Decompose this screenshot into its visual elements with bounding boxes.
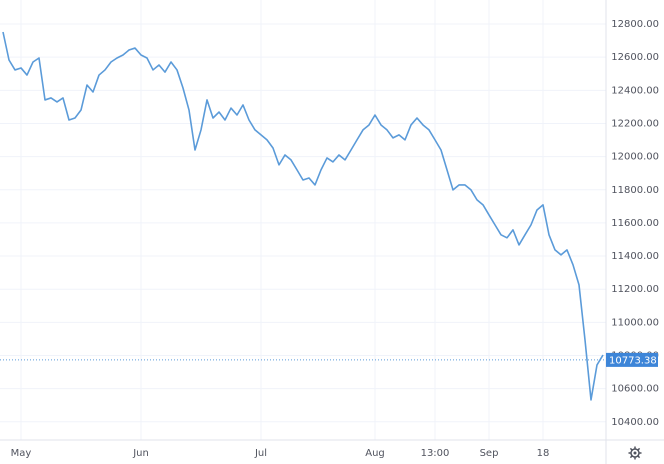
y-tick-label: 11600.00 <box>611 218 659 229</box>
y-tick-label: 12000.00 <box>611 152 659 163</box>
y-tick-label: 11800.00 <box>611 185 659 196</box>
y-tick-label: 11400.00 <box>611 251 659 262</box>
x-tick-label: Sep <box>480 448 499 459</box>
y-tick-label: 12600.00 <box>611 52 659 63</box>
y-tick-label: 11000.00 <box>611 317 659 328</box>
x-tick-label: Jul <box>254 448 267 459</box>
last-price-label: 10773.38 <box>609 355 657 366</box>
x-tick-label: May <box>11 448 32 459</box>
y-tick-label: 11200.00 <box>611 284 659 295</box>
y-tick-label: 12200.00 <box>611 118 659 129</box>
y-tick-label: 10400.00 <box>611 417 659 428</box>
y-tick-label: 10600.00 <box>611 384 659 395</box>
last-price-box <box>606 352 658 367</box>
x-tick-label: Aug <box>365 448 385 459</box>
x-tick-label: 18 <box>537 448 550 459</box>
x-tick-label: Jun <box>132 448 149 459</box>
y-tick-label: 12400.00 <box>611 85 659 96</box>
x-tick-label: 13:00 <box>421 448 450 459</box>
settings-icon[interactable] <box>628 446 642 460</box>
price-line <box>2 31 604 401</box>
y-tick-label: 12800.00 <box>611 19 659 30</box>
